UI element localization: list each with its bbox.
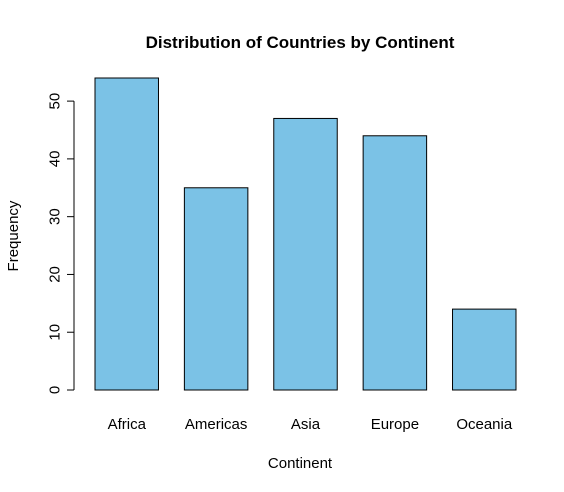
- y-tick-label: 20: [46, 266, 63, 283]
- bar-americas: [183, 187, 249, 391]
- y-tick-label: 50: [46, 93, 63, 110]
- x-tick-label-oceania: Oceania: [456, 416, 513, 433]
- y-tick-label: 30: [46, 208, 63, 225]
- x-tick-label-americas: Americas: [185, 416, 248, 433]
- bar-europe: [362, 135, 428, 391]
- chart-title: Distribution of Countries by Continent: [146, 33, 455, 52]
- bar-asia: [273, 117, 338, 391]
- x-tick-label-asia: Asia: [291, 416, 321, 433]
- x-tick-label-europe: Europe: [371, 416, 419, 433]
- bars-group: [94, 77, 517, 391]
- y-axis-label: Frequency: [5, 200, 22, 271]
- bar-africa: [94, 77, 159, 391]
- x-axis-label: Continent: [268, 455, 333, 472]
- bar-oceania: [452, 308, 517, 391]
- x-category-labels: Africa Americas Asia Europe Oceania: [108, 416, 513, 433]
- y-tick-label: 0: [46, 386, 63, 394]
- y-tick-label: 10: [46, 324, 63, 341]
- y-tick-label: 40: [46, 151, 63, 168]
- y-axis: 0 10 20 30 40 50: [46, 93, 75, 394]
- x-tick-label-africa: Africa: [108, 416, 147, 433]
